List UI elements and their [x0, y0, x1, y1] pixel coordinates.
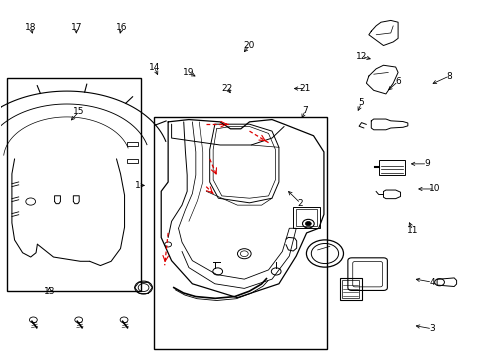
Text: 22: 22 — [222, 84, 233, 93]
Text: 10: 10 — [428, 184, 440, 193]
Bar — [292, 207, 319, 228]
Text: 5: 5 — [358, 98, 364, 107]
Bar — [154, 117, 327, 348]
Bar — [341, 280, 358, 298]
Text: 21: 21 — [299, 84, 310, 93]
Text: 9: 9 — [424, 159, 429, 168]
Bar — [127, 159, 138, 163]
Bar — [339, 278, 361, 300]
Circle shape — [305, 221, 311, 226]
Text: 14: 14 — [148, 63, 160, 72]
Bar — [6, 78, 141, 291]
Text: 2: 2 — [297, 199, 303, 208]
Text: 3: 3 — [428, 324, 434, 333]
Text: 15: 15 — [73, 107, 84, 116]
Bar — [295, 209, 316, 226]
Text: 13: 13 — [43, 287, 55, 296]
Text: 20: 20 — [243, 41, 255, 50]
Text: 7: 7 — [302, 105, 308, 114]
Bar — [378, 159, 405, 175]
Text: 19: 19 — [183, 68, 194, 77]
Bar — [127, 142, 138, 146]
Text: 18: 18 — [25, 23, 37, 32]
Text: 12: 12 — [355, 52, 366, 61]
Text: 16: 16 — [116, 23, 127, 32]
Text: 6: 6 — [394, 77, 400, 86]
Text: 1: 1 — [135, 181, 141, 190]
Text: 17: 17 — [70, 23, 82, 32]
Text: 11: 11 — [406, 226, 418, 235]
Text: 8: 8 — [446, 72, 451, 81]
Text: 4: 4 — [428, 278, 434, 287]
